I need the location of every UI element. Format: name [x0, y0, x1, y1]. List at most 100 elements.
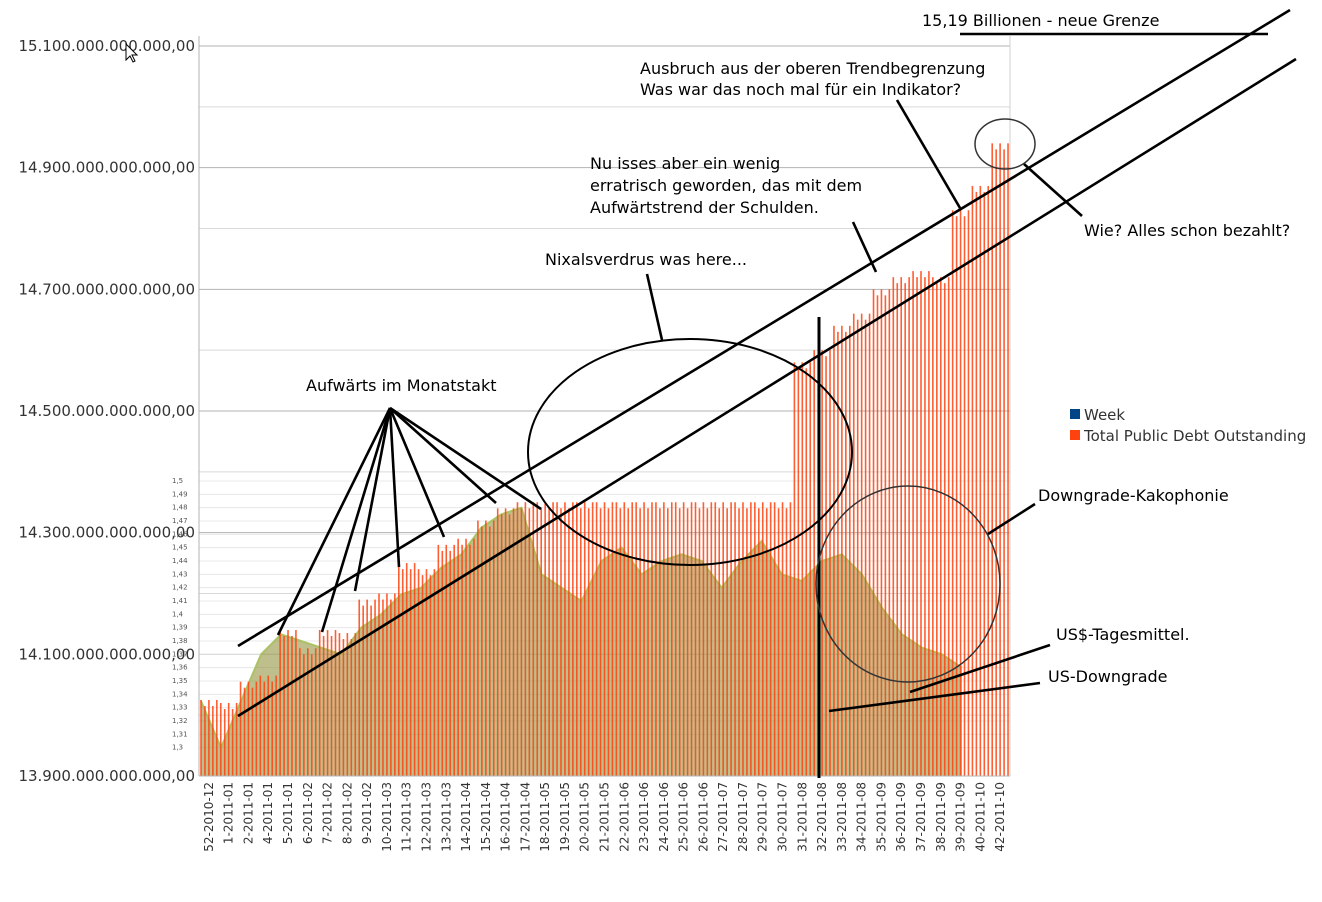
- lower-trend-line: [237, 57, 1297, 718]
- nixal-pointer: [645, 273, 664, 341]
- debt-bar: [635, 502, 637, 776]
- debt-bar: [975, 191, 978, 776]
- debt-bar: [338, 633, 341, 776]
- y-tick-label: 14.100.000.000.000,00: [18, 645, 195, 663]
- debt-bar: [516, 502, 519, 776]
- debt-bar: [718, 508, 721, 776]
- debt-bar: [461, 544, 463, 776]
- x-axis-labels: 52-2010-12 1-2011-01 2-2011-01 4-2011-01 5-2…: [202, 782, 1007, 852]
- debt-bar: [279, 630, 281, 776]
- debt-bar: [852, 313, 855, 776]
- annotation-texts: 15,19 Billionen - neue Grenze Ausbruch a…: [306, 11, 1290, 686]
- debt-bar: [730, 502, 732, 776]
- debt-bar: [987, 185, 990, 776]
- debt-bar: [504, 508, 507, 776]
- debt-bar: [595, 502, 598, 776]
- paid-pointer: [1023, 163, 1083, 217]
- debt-bar: [983, 191, 986, 776]
- debt-bar: [710, 502, 713, 776]
- debt-bar: [754, 502, 756, 776]
- cacophony-annotation: Downgrade-Kakophonie: [1038, 486, 1229, 505]
- debt-bar: [623, 502, 626, 776]
- y-axis-labels: 13.900.000.000.000,00 14.100.000.000.000,…: [18, 37, 195, 785]
- debt-bar: [864, 319, 867, 776]
- debt-bar: [967, 210, 970, 776]
- debt-bar: [488, 526, 491, 776]
- debt-bar: [409, 569, 412, 776]
- debt-bar: [382, 599, 384, 776]
- x-tick-label: 6-2011-02: [301, 782, 315, 844]
- secondary-y-tick-label: 1,47: [172, 517, 188, 525]
- x-tick-label: 9-2011-02: [360, 782, 374, 844]
- debt-bar: [564, 502, 566, 776]
- debt-bar: [394, 593, 396, 776]
- debt-bar: [797, 368, 800, 776]
- debt-bar: [216, 699, 218, 776]
- debt-bar: [350, 639, 353, 776]
- monthly-pointer-1: [276, 407, 392, 636]
- debt-bar: [322, 636, 325, 776]
- y-tick-label: 15.100.000.000.000,00: [18, 37, 195, 55]
- debt-bar: [346, 633, 349, 776]
- debt-bar: [255, 681, 258, 776]
- debt-bar: [536, 502, 539, 776]
- debt-bar: [208, 699, 210, 776]
- debt-bar: [572, 502, 574, 776]
- legend-debt-label: Total Public Debt Outstanding: [1083, 427, 1306, 445]
- x-tick-label: 52-2010-12: [202, 782, 216, 852]
- debt-bar: [603, 502, 606, 776]
- x-tick-label: 22-2011-06: [617, 782, 631, 852]
- secondary-y-tick-label: 1,42: [172, 584, 188, 592]
- debt-bar: [627, 508, 630, 776]
- debt-bar: [670, 502, 673, 776]
- annotation-ellipses: [527, 118, 1036, 683]
- debt-bar: [251, 687, 254, 776]
- debt-bar: [876, 295, 879, 776]
- x-tick-label: 32-2011-08: [815, 782, 829, 852]
- debt-bar: [924, 277, 926, 776]
- debt-bar: [429, 575, 432, 776]
- breakout-annotation-line1: Ausbruch aus der oberen Trendbegrenzung: [640, 59, 985, 78]
- debt-bar: [722, 502, 724, 776]
- x-tick-label: 20-2011-05: [578, 782, 592, 852]
- debt-bar: [275, 675, 277, 776]
- debt-bar: [437, 544, 440, 776]
- debt-bar: [370, 605, 372, 776]
- debt-bar: [698, 508, 701, 776]
- debt-bar: [963, 216, 966, 776]
- debt-bar: [231, 709, 234, 776]
- debt-bar: [247, 681, 250, 776]
- debt-bar: [271, 681, 273, 776]
- debt-bar: [263, 681, 266, 776]
- x-tick-label: 10-2011-03: [380, 782, 394, 852]
- secondary-y-tick-label: 1,39: [172, 624, 188, 632]
- x-tick-label: 24-2011-06: [657, 782, 671, 852]
- debt-bar: [433, 569, 436, 776]
- secondary-y-tick-label: 1,31: [172, 730, 188, 738]
- y-tick-label: 13.900.000.000.000,00: [18, 767, 195, 785]
- debt-bar: [955, 216, 958, 776]
- debt-bar: [773, 502, 776, 776]
- debt-bar: [607, 508, 610, 776]
- debt-bar: [702, 502, 705, 776]
- debt-bar: [259, 675, 262, 776]
- x-tick-label: 29-2011-07: [756, 782, 770, 852]
- secondary-y-tick-label: 1,41: [172, 597, 188, 605]
- secondary-y-tick-label: 1,44: [172, 557, 188, 565]
- monthly-pointer-4: [388, 407, 401, 568]
- debt-bar: [825, 356, 827, 776]
- erratic-annotation-line2: erratrisch geworden, das mit dem: [590, 176, 862, 195]
- breakout-pointer: [895, 99, 962, 209]
- debt-bar: [856, 319, 859, 776]
- x-tick-label: 40-2011-10: [973, 782, 987, 852]
- debt-bar: [674, 502, 677, 776]
- x-tick-label: 37-2011-09: [914, 782, 928, 852]
- erratic-pointer: [851, 221, 878, 273]
- debt-bar: [947, 277, 950, 776]
- debt-bars: [200, 143, 1009, 777]
- debt-bar: [757, 508, 760, 776]
- debt-bar: [441, 550, 444, 776]
- debt-bar: [366, 599, 368, 776]
- debt-bar: [492, 520, 495, 776]
- debt-bar: [939, 277, 942, 776]
